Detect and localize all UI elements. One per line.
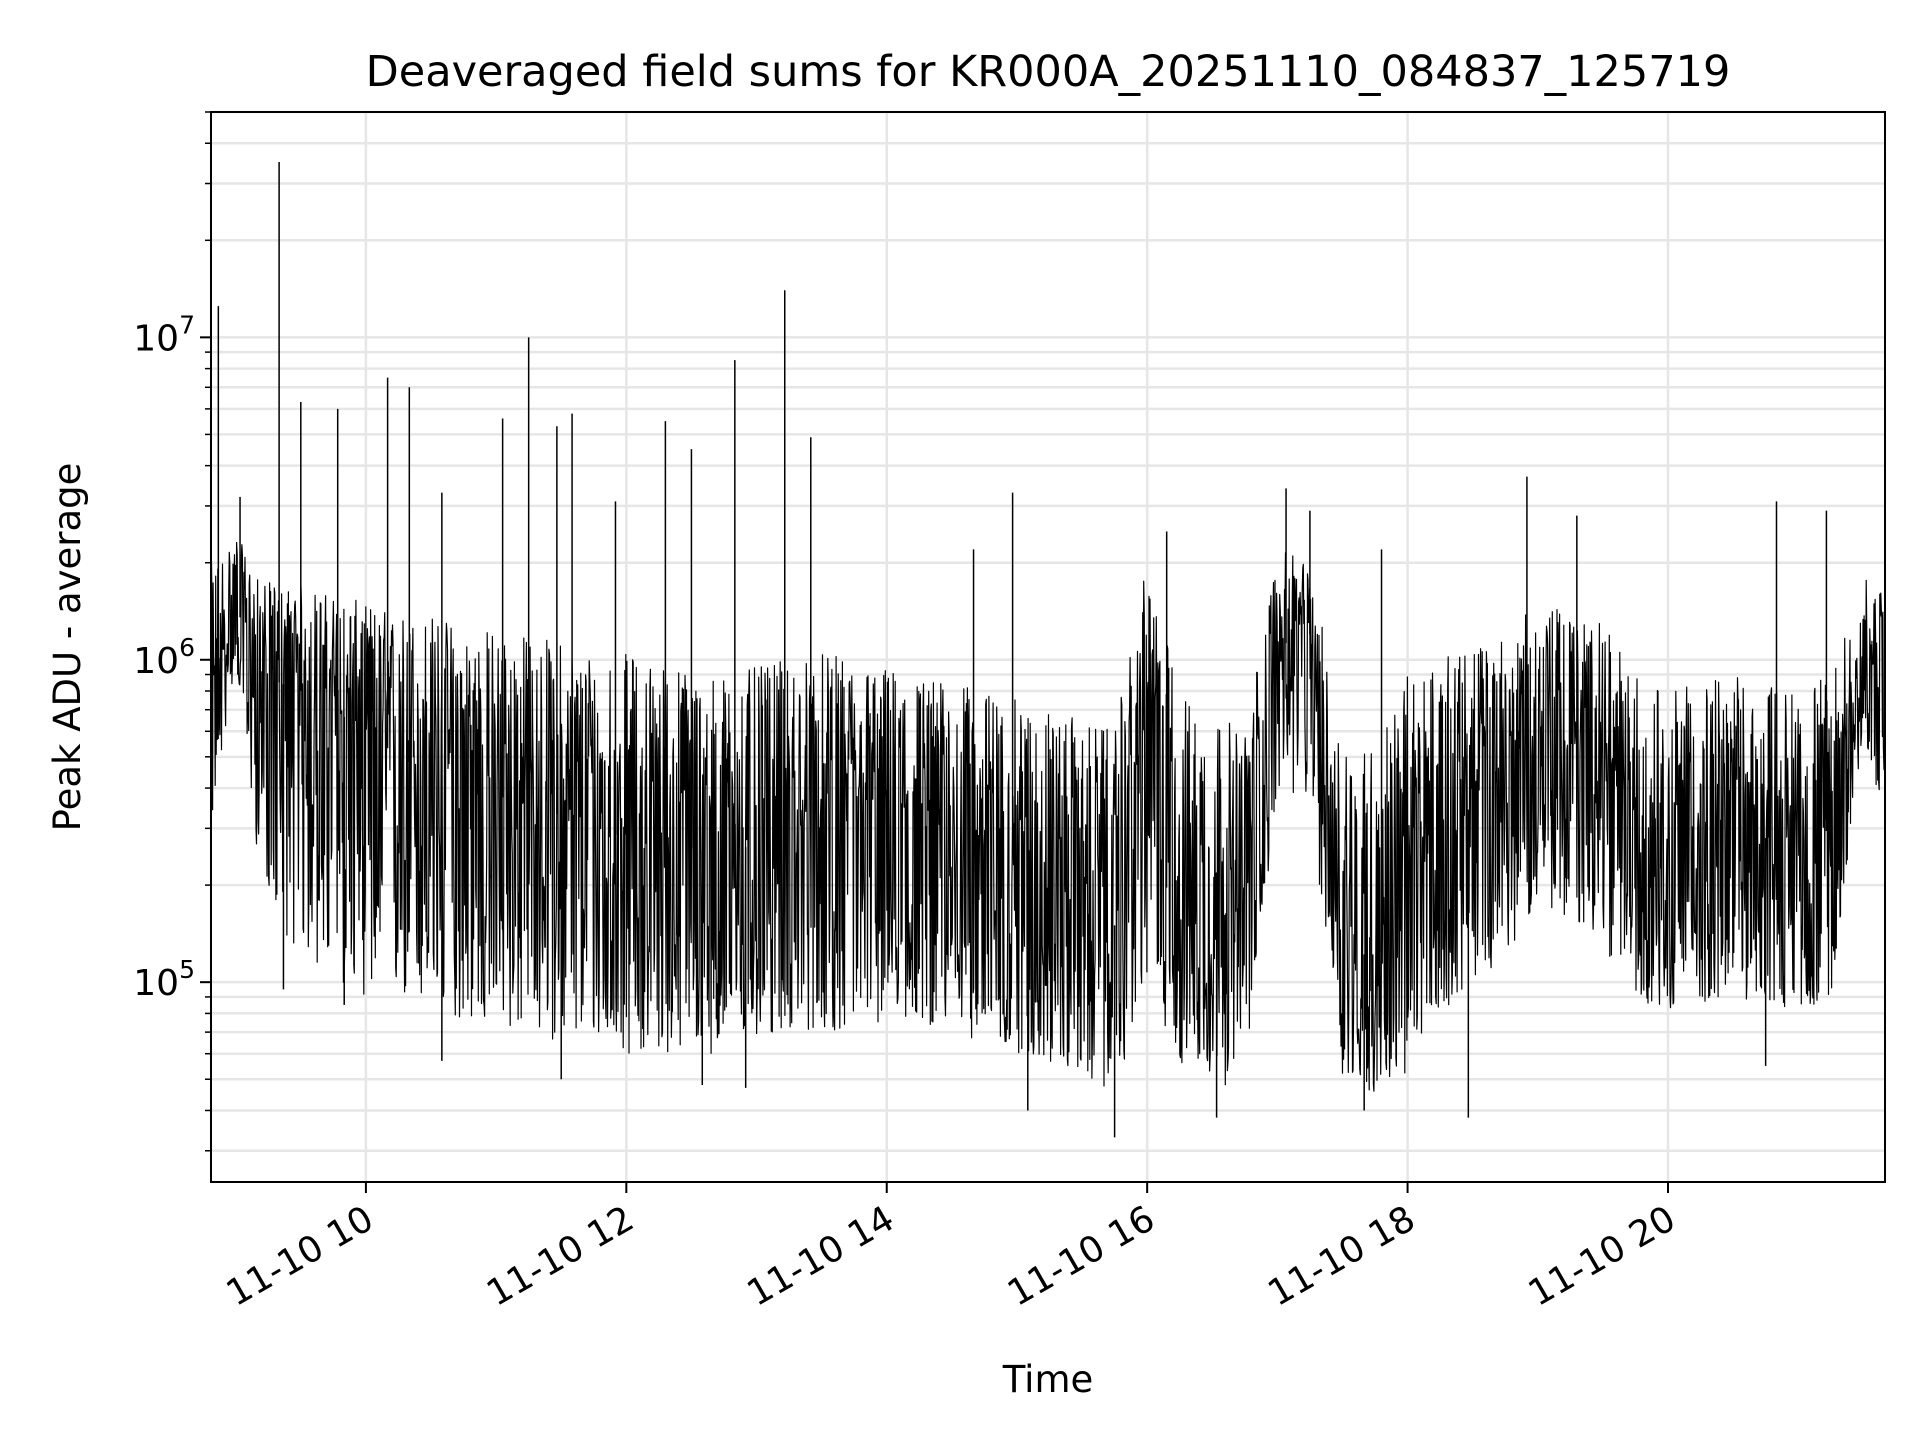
y-tick-label: 105: [133, 955, 195, 1004]
y-tick-label-base: 10: [133, 641, 179, 682]
series-line: [210, 541, 1886, 1092]
y-tick-label-exponent: 7: [179, 310, 195, 339]
axes-frame: [210, 111, 1886, 1183]
y-tick-label-base: 10: [133, 963, 179, 1004]
y-axis-label: Peak ADU - average: [46, 463, 89, 832]
y-tick-label: 107: [133, 310, 195, 359]
y-tick-label: 106: [133, 633, 195, 682]
y-tick-label-base: 10: [133, 318, 179, 359]
x-axis-label: Time: [1002, 1358, 1094, 1401]
chart-title: Deaveraged field sums for KR000A_2025111…: [366, 47, 1731, 97]
y-tick-label-exponent: 6: [179, 633, 195, 662]
y-tick-label-exponent: 5: [179, 955, 195, 984]
plot-area: [210, 161, 1886, 1138]
